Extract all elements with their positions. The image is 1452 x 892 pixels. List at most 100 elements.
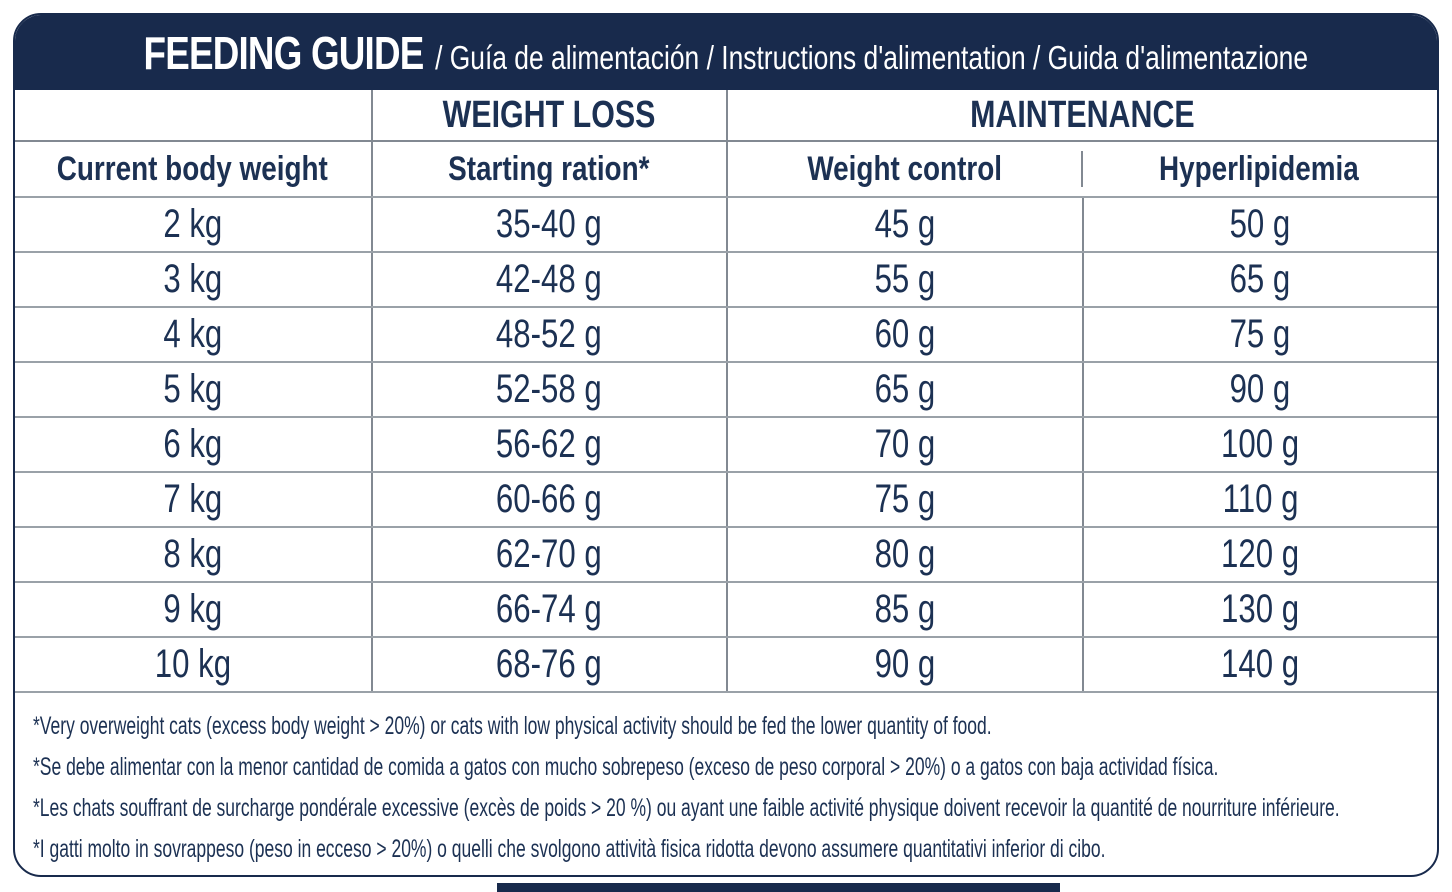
body-weight-cell: 5 kg xyxy=(15,363,371,416)
cell-value: 52-58 g xyxy=(496,367,603,411)
cell-value: 2 kg xyxy=(163,202,223,246)
hyperlipidemia-cell: 110 g xyxy=(1081,473,1438,526)
cell-value: 85 g xyxy=(874,587,936,631)
column-header-weight-control: Weight control xyxy=(726,142,1082,196)
starting-ration-cell: 56-62 g xyxy=(370,418,727,471)
footnote-french: *Les chats souffrant de surcharge pondér… xyxy=(33,794,1340,822)
body-weight-cell: 3 kg xyxy=(15,253,371,306)
hyperlipidemia-cell: 100 g xyxy=(1081,418,1438,471)
hyperlipidemia-cell: 65 g xyxy=(1081,253,1438,306)
weight-control-cell: 90 g xyxy=(726,638,1082,691)
cell-value: 80 g xyxy=(874,532,936,576)
column-header-hyperlipidemia: Hyperlipidemia xyxy=(1080,142,1438,196)
cell-value: 75 g xyxy=(874,477,936,521)
table-row: 8 kg 62-70 g 80 g 120 g xyxy=(15,528,1437,583)
body-weight-cell: 8 kg xyxy=(15,528,371,581)
cell-value: 7 kg xyxy=(163,477,223,521)
cell-value: 65 g xyxy=(874,367,936,411)
page-title-translations: / Guía de alimentación / Instructions d'… xyxy=(435,38,1309,76)
starting-ration-label: Starting ration* xyxy=(448,149,650,188)
weight-control-cell: 85 g xyxy=(726,583,1082,636)
hyperlipidemia-cell: 120 g xyxy=(1081,528,1438,581)
cell-value: 3 kg xyxy=(163,257,223,301)
cell-value: 42-48 g xyxy=(496,257,603,301)
current-body-weight-label: Current body weight xyxy=(57,149,329,188)
cell-value: 5 kg xyxy=(163,367,223,411)
group-header-empty-cell xyxy=(15,90,371,140)
cell-value: 56-62 g xyxy=(496,422,603,466)
cell-value: 130 g xyxy=(1221,587,1300,631)
cell-value: 48-52 g xyxy=(496,312,603,356)
hyperlipidemia-cell: 50 g xyxy=(1081,198,1438,251)
cell-value: 6 kg xyxy=(163,422,223,466)
weight-control-cell: 60 g xyxy=(726,308,1082,361)
weight-control-cell: 80 g xyxy=(726,528,1082,581)
footnote-spanish: *Se debe alimentar con la menor cantidad… xyxy=(33,753,1219,781)
table-row: 5 kg 52-58 g 65 g 90 g xyxy=(15,363,1437,418)
table-row: 6 kg 56-62 g 70 g 100 g xyxy=(15,418,1437,473)
column-header-starting-ration: Starting ration* xyxy=(370,142,727,196)
cell-value: 66-74 g xyxy=(496,587,603,631)
hyperlipidemia-cell: 75 g xyxy=(1081,308,1438,361)
footnotes-section: *Very overweight cats (excess body weigh… xyxy=(15,693,1437,870)
weight-control-cell: 55 g xyxy=(726,253,1082,306)
cell-value: 75 g xyxy=(1229,312,1291,356)
weight-control-label: Weight control xyxy=(807,149,1003,188)
body-weight-cell: 4 kg xyxy=(15,308,371,361)
hyperlipidemia-cell: 90 g xyxy=(1081,363,1438,416)
cell-value: 65 g xyxy=(1229,257,1291,301)
weight-control-cell: 45 g xyxy=(726,198,1082,251)
page-title: FEEDING GUIDE xyxy=(143,26,425,79)
cell-value: 90 g xyxy=(1229,367,1291,411)
hyperlipidemia-cell: 130 g xyxy=(1081,583,1438,636)
cell-value: 62-70 g xyxy=(496,532,603,576)
group-header-weight-loss: WEIGHT LOSS xyxy=(370,90,727,140)
body-weight-cell: 10 kg xyxy=(15,638,371,691)
body-weight-cell: 2 kg xyxy=(15,198,371,251)
cell-value: 140 g xyxy=(1221,642,1300,686)
table-row: 3 kg 42-48 g 55 g 65 g xyxy=(15,253,1437,308)
cropped-bottom-element-bar xyxy=(497,883,1060,892)
cell-value: 10 kg xyxy=(154,642,231,686)
cell-value: 70 g xyxy=(874,422,936,466)
cell-value: 68-76 g xyxy=(496,642,603,686)
cell-value: 9 kg xyxy=(163,587,223,631)
cell-value: 60 g xyxy=(874,312,936,356)
body-weight-cell: 7 kg xyxy=(15,473,371,526)
header-bar: FEEDING GUIDE / Guía de alimentación / I… xyxy=(15,15,1437,90)
cell-value: 8 kg xyxy=(163,532,223,576)
cell-value: 45 g xyxy=(874,202,936,246)
hyperlipidemia-label: Hyperlipidemia xyxy=(1159,149,1360,188)
cell-value: 110 g xyxy=(1222,477,1299,521)
cell-value: 50 g xyxy=(1229,202,1291,246)
cell-value: 55 g xyxy=(874,257,936,301)
starting-ration-cell: 48-52 g xyxy=(370,308,727,361)
weight-control-cell: 75 g xyxy=(726,473,1082,526)
feeding-guide-card: FEEDING GUIDE / Guía de alimentación / I… xyxy=(13,13,1439,877)
cell-value: 4 kg xyxy=(163,312,223,356)
starting-ration-cell: 68-76 g xyxy=(370,638,727,691)
starting-ration-cell: 42-48 g xyxy=(370,253,727,306)
weight-control-cell: 65 g xyxy=(726,363,1082,416)
cell-value: 90 g xyxy=(874,642,936,686)
starting-ration-cell: 52-58 g xyxy=(370,363,727,416)
weight-control-cell: 70 g xyxy=(726,418,1082,471)
body-weight-cell: 6 kg xyxy=(15,418,371,471)
weight-loss-label: WEIGHT LOSS xyxy=(442,93,656,136)
footnote-italian: *I gatti molto in sovrappeso (peso in ec… xyxy=(33,835,1106,863)
hyperlipidemia-cell: 140 g xyxy=(1081,638,1438,691)
header-line: FEEDING GUIDE / Guía de alimentación / I… xyxy=(144,26,1308,80)
maintenance-label: MAINTENANCE xyxy=(970,93,1195,136)
footnote-english: *Very overweight cats (excess body weigh… xyxy=(33,712,992,740)
starting-ration-cell: 35-40 g xyxy=(370,198,727,251)
cell-value: 100 g xyxy=(1221,422,1300,466)
starting-ration-cell: 60-66 g xyxy=(370,473,727,526)
cell-value: 35-40 g xyxy=(496,202,603,246)
table-row: 10 kg 68-76 g 90 g 140 g xyxy=(15,638,1437,693)
column-header-row: Current body weight Starting ration* Wei… xyxy=(15,142,1437,198)
starting-ration-cell: 66-74 g xyxy=(370,583,727,636)
table-row: 4 kg 48-52 g 60 g 75 g xyxy=(15,308,1437,363)
group-header-maintenance: MAINTENANCE xyxy=(726,90,1437,140)
